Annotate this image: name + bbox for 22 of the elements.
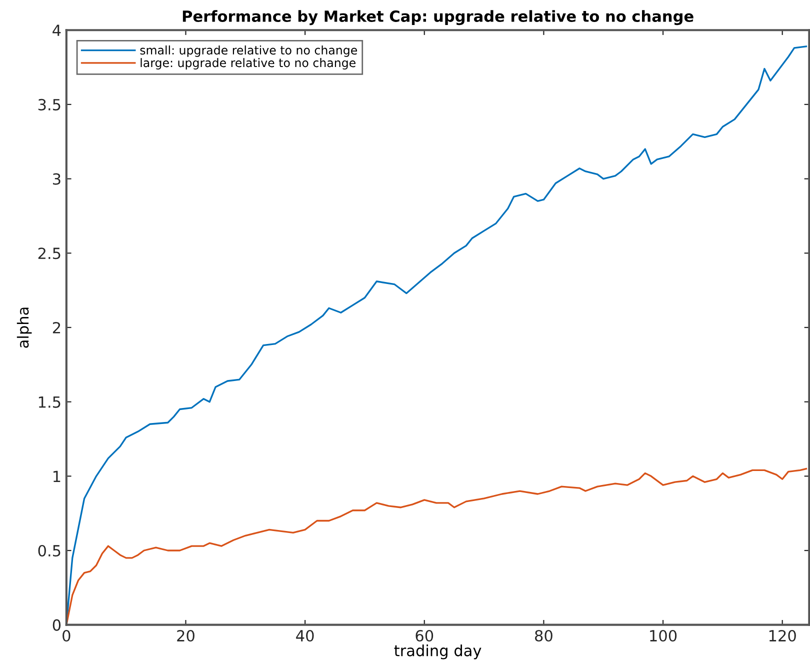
y-tick-label: 1.5 xyxy=(38,396,60,408)
y-tick-label: 0.5 xyxy=(38,544,60,557)
y-tick-label: 3 xyxy=(53,173,60,185)
x-tick-label: 60 xyxy=(416,630,434,642)
x-tick-label: 100 xyxy=(650,630,677,642)
line-series xyxy=(66,468,808,625)
x-tick-label: 80 xyxy=(535,630,552,642)
y-tick-label: 1 xyxy=(54,470,60,482)
y-tick-label: 4 xyxy=(52,24,61,36)
y-tick-label: 2 xyxy=(52,322,60,334)
legend-label: large: upgrade relative to no change xyxy=(140,58,356,70)
y-tick-label: 3.5 xyxy=(38,98,60,110)
x-tick-label: 0 xyxy=(62,630,70,642)
y-tick-label: 2.5 xyxy=(38,248,60,260)
x-tick-label: 120 xyxy=(769,630,796,642)
x-tick-label: 40 xyxy=(296,630,314,642)
legend-label: small: upgrade relative to no change xyxy=(140,45,358,57)
y-tick-label: 0 xyxy=(52,619,61,631)
x-axis-title: trading day xyxy=(394,644,482,660)
y-axis-title: alpha xyxy=(16,308,32,348)
chart-title: Performance by Market Cap: upgrade relative to no change xyxy=(182,10,694,26)
x-tick-label: 20 xyxy=(177,630,194,642)
